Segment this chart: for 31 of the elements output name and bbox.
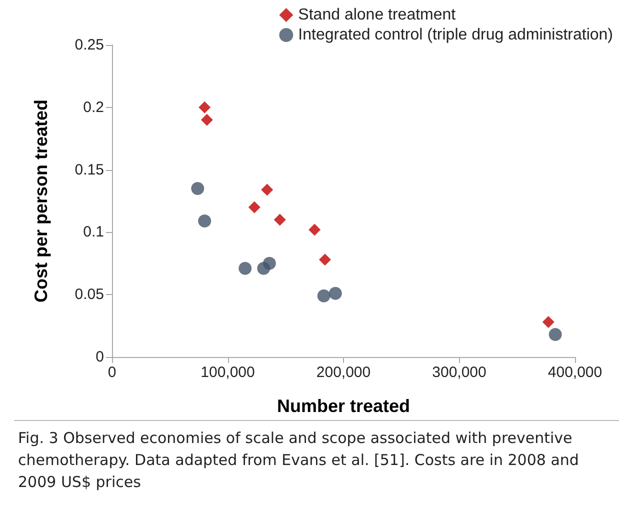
x-tick-label: 200,000 xyxy=(316,364,371,381)
point xyxy=(317,289,330,302)
point xyxy=(200,114,213,126)
point xyxy=(191,182,204,196)
point xyxy=(261,184,274,196)
point xyxy=(548,328,562,342)
point xyxy=(318,254,331,266)
x-tick-label: 300,000 xyxy=(432,364,486,381)
x-tick-label: 100,000 xyxy=(200,364,255,381)
caption: Fig. 3 Observed economies of scale and scope associated with preventive chemotherapy. Data adapted from Evans et al. [51]. Costs are in 2008 and 2009 US$ prices xyxy=(18,428,580,493)
legend-label: Stand alone treatment xyxy=(298,6,456,24)
y-tick-label: 0.05 xyxy=(74,286,104,304)
x-axis-title: Number treated xyxy=(276,396,410,416)
point xyxy=(308,224,321,236)
y-tick-label: 0.1 xyxy=(83,224,104,241)
y-tick-label: 0.25 xyxy=(74,36,104,54)
y-tick-label: 0.2 xyxy=(83,98,104,116)
y-tick-label: 0 xyxy=(96,348,104,366)
x-tick-label: 400,000 xyxy=(548,364,602,381)
y-axis-title: Cost per person treated xyxy=(31,99,51,303)
legend-label: Integrated control (triple drug administration) xyxy=(298,26,614,44)
point xyxy=(198,214,212,228)
x-tick-label: 0 xyxy=(108,364,116,381)
point xyxy=(238,262,252,275)
point xyxy=(274,214,286,226)
point xyxy=(262,256,276,270)
point xyxy=(542,316,554,328)
y-tick-label: 0.15 xyxy=(74,161,104,178)
point xyxy=(198,101,211,114)
point xyxy=(328,286,342,300)
point xyxy=(248,201,260,214)
